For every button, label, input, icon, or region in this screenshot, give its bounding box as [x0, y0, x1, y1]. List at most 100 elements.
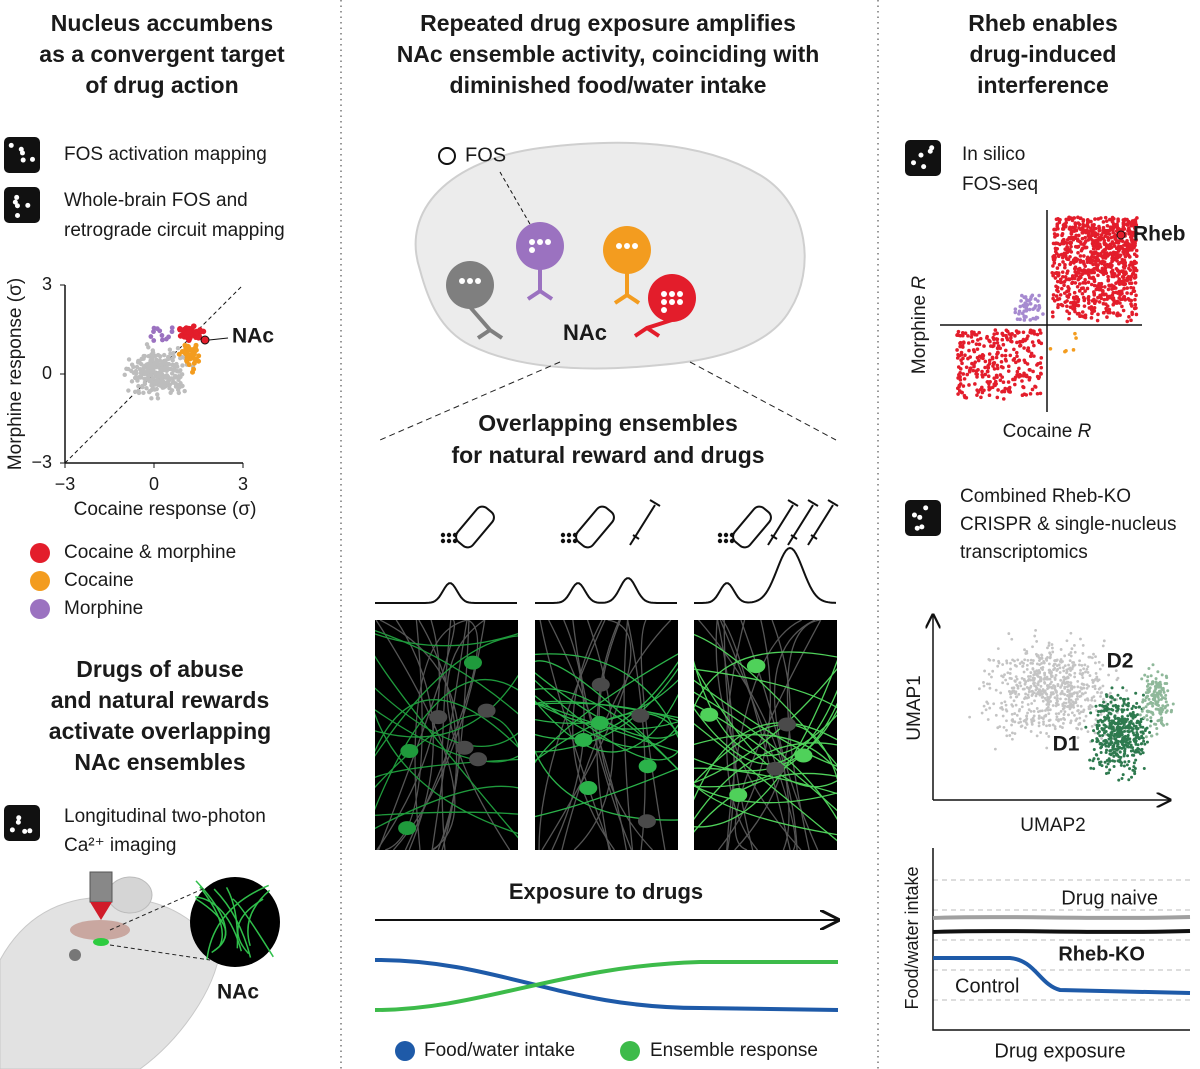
dot	[1130, 714, 1134, 718]
dot	[1150, 702, 1154, 706]
vesicle	[624, 243, 630, 249]
dot	[1153, 695, 1157, 699]
dot	[992, 337, 996, 342]
dot	[1018, 681, 1022, 685]
icon-dot	[921, 164, 927, 170]
dot	[1133, 268, 1137, 272]
dot	[1067, 215, 1072, 220]
cell	[638, 759, 657, 774]
fiber	[721, 620, 791, 850]
annotation: FOS	[465, 144, 506, 166]
dot	[162, 352, 167, 358]
dot	[1143, 742, 1147, 746]
dot	[1081, 692, 1085, 696]
dot	[1123, 747, 1127, 751]
neuron	[446, 261, 494, 309]
dot	[1142, 716, 1146, 720]
dot	[149, 379, 154, 385]
fiber	[698, 620, 798, 850]
dot	[1095, 318, 1100, 323]
dot	[960, 331, 965, 335]
vesicle	[632, 243, 638, 249]
dot	[178, 374, 183, 380]
pellet	[729, 532, 735, 538]
dot	[1067, 653, 1071, 656]
dot	[1158, 689, 1162, 693]
fiber	[694, 734, 837, 772]
dot	[1137, 737, 1141, 741]
dot	[1058, 218, 1062, 222]
dot	[1039, 692, 1042, 696]
icon-dot	[27, 828, 33, 834]
dot	[1075, 312, 1080, 316]
pellet	[566, 532, 572, 538]
method: FOS-seq	[962, 174, 1038, 195]
dot	[1122, 764, 1126, 768]
dot	[963, 331, 968, 335]
dot	[1101, 310, 1106, 315]
dot	[1107, 719, 1111, 723]
dot	[1158, 718, 1162, 722]
dot	[1048, 708, 1052, 712]
dot	[1026, 334, 1030, 338]
dot	[139, 361, 144, 367]
dot	[986, 718, 990, 721]
cluster-label: D2	[1107, 650, 1134, 673]
dot	[1057, 262, 1062, 267]
dot	[1107, 673, 1110, 677]
fiber	[694, 691, 837, 821]
dot	[1088, 758, 1092, 762]
dot	[1110, 686, 1114, 690]
dot	[1010, 712, 1014, 716]
vesicle	[669, 299, 675, 305]
dot	[1085, 667, 1089, 671]
dot	[176, 390, 182, 396]
dot	[1120, 733, 1124, 737]
fiber	[195, 898, 227, 954]
dot	[1008, 672, 1012, 675]
legend-label: Cocaine & morphine	[64, 542, 236, 563]
dot	[1040, 653, 1043, 657]
dot	[1037, 724, 1041, 728]
dot	[1051, 646, 1054, 650]
dot	[1070, 274, 1075, 278]
dot	[1099, 296, 1104, 301]
dot	[1072, 685, 1076, 689]
dot	[1137, 705, 1141, 709]
dot	[1060, 270, 1065, 274]
dot	[1048, 682, 1052, 686]
dot	[160, 378, 165, 383]
panel-content	[535, 620, 678, 850]
dot	[1153, 684, 1157, 688]
dot	[1114, 737, 1118, 741]
dot	[136, 390, 142, 396]
dot	[1120, 761, 1124, 765]
dot	[1003, 353, 1008, 358]
dot	[1055, 279, 1060, 284]
fiber	[694, 742, 837, 821]
dot	[1080, 272, 1085, 277]
dot	[1031, 679, 1035, 682]
dot	[1092, 747, 1096, 751]
dot	[986, 702, 990, 705]
dot	[1059, 286, 1064, 291]
dot	[1110, 719, 1114, 723]
vesicle	[545, 239, 551, 245]
icon-dot	[14, 194, 20, 200]
section-title: Drugs of abuse	[76, 656, 243, 682]
cell	[637, 814, 656, 829]
dot	[1064, 697, 1068, 701]
dot	[1111, 286, 1116, 291]
dot	[151, 325, 157, 331]
dot	[180, 383, 185, 389]
dot	[1001, 342, 1006, 347]
dot	[1067, 683, 1071, 687]
dot	[1012, 347, 1016, 352]
dot	[958, 344, 962, 349]
dot	[1116, 735, 1120, 739]
dot	[1084, 691, 1087, 695]
dot	[1142, 706, 1146, 710]
fiber	[418, 620, 458, 850]
dot	[1128, 281, 1132, 285]
dot	[1027, 708, 1031, 712]
